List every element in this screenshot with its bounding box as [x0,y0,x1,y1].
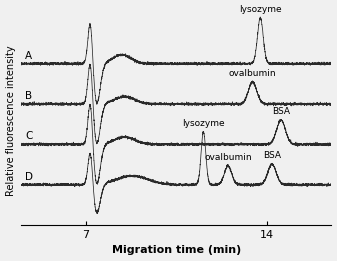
Text: lysozyme: lysozyme [182,119,225,128]
Text: ovalbumin: ovalbumin [204,153,252,162]
Text: A: A [25,51,32,61]
Text: C: C [25,131,32,141]
Text: B: B [25,91,32,101]
X-axis label: Migration time (min): Migration time (min) [112,245,241,256]
Text: BSA: BSA [272,108,290,116]
Text: lysozyme: lysozyme [239,5,282,15]
Text: BSA: BSA [263,151,281,161]
Text: ovalbumin: ovalbumin [229,69,276,78]
Y-axis label: Relative fluorescence intensity: Relative fluorescence intensity [5,45,16,196]
Text: D: D [25,172,33,182]
